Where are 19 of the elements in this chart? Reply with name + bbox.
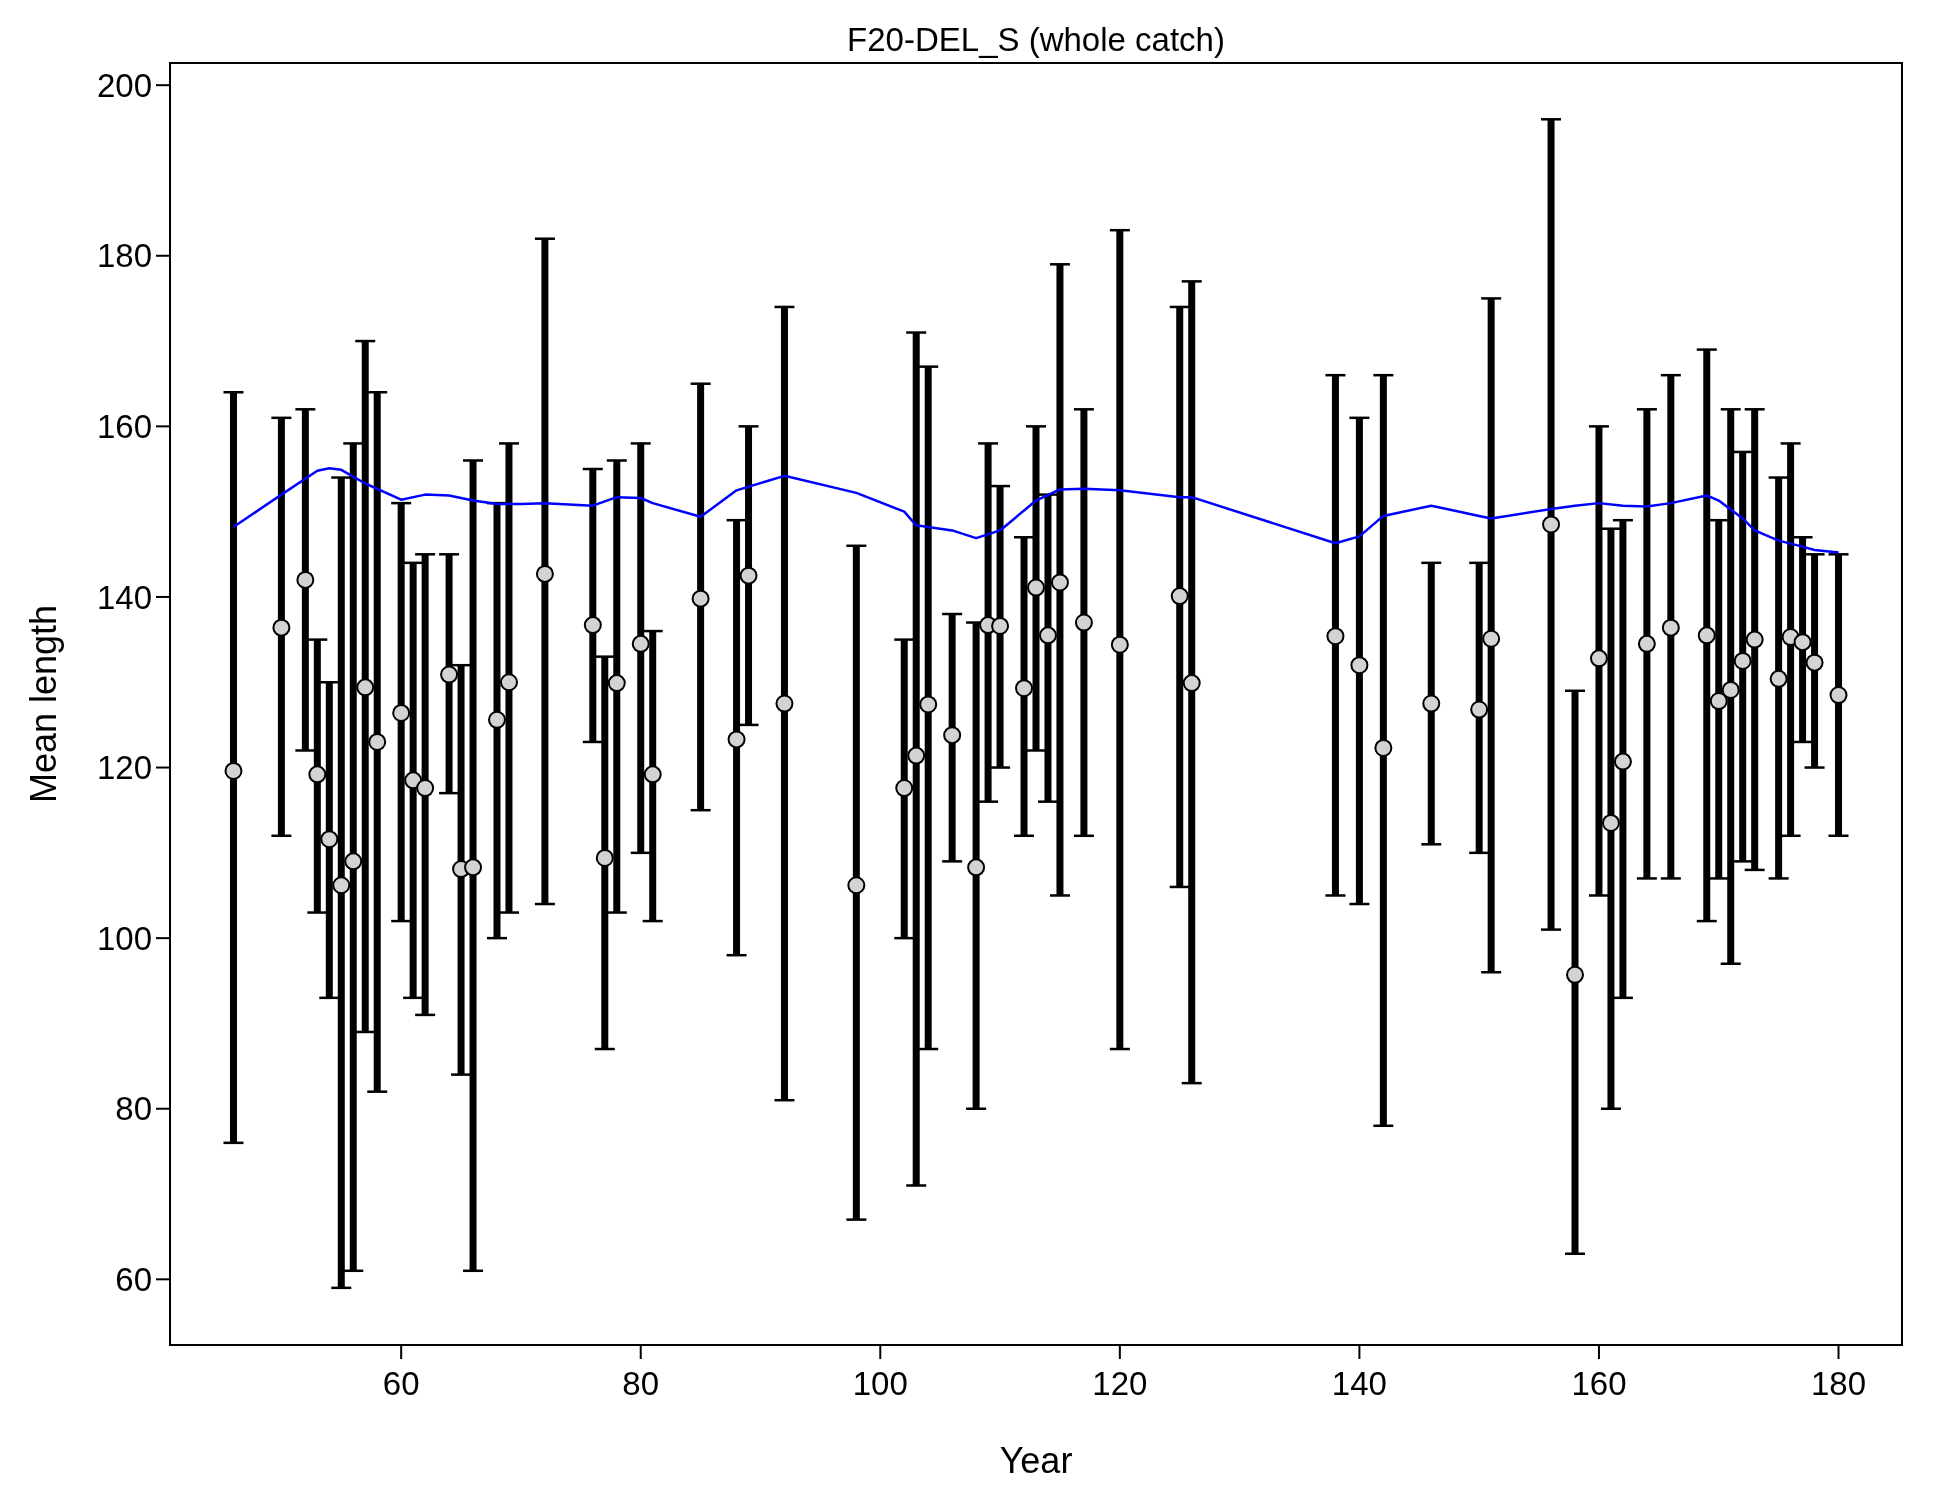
y-tick-label: 160: [96, 407, 152, 445]
x-axis-title: Year: [999, 1440, 1073, 1481]
y-tick-label: 100: [96, 919, 152, 957]
x-tick-label: 160: [1571, 1365, 1627, 1402]
y-tick-label: 200: [96, 66, 152, 104]
y-tick-label: 80: [115, 1090, 152, 1128]
y-tick-label: 120: [96, 749, 152, 787]
x-tick-label: 100: [852, 1365, 908, 1402]
x-tick-label: 60: [382, 1365, 420, 1402]
y-tick-label: 60: [115, 1260, 152, 1298]
y-axis-title: Mean length: [23, 604, 64, 804]
x-tick-label: 80: [622, 1365, 660, 1402]
x-tick-label: 120: [1092, 1365, 1148, 1402]
x-tick-label: 140: [1331, 1365, 1387, 1402]
y-tick-label: 140: [96, 578, 152, 616]
line-series: [232, 466, 1840, 554]
y-tick-label: 180: [96, 237, 152, 275]
x-tick-label: 180: [1810, 1365, 1867, 1402]
chart-title: F20-DEL_S (whole catch): [847, 21, 1225, 58]
